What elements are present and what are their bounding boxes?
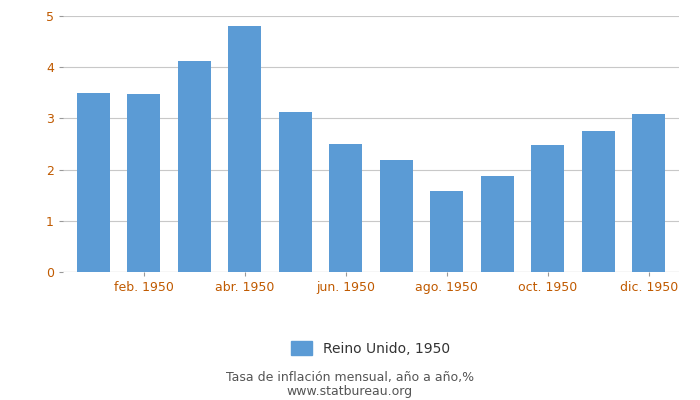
Legend: Reino Unido, 1950: Reino Unido, 1950 <box>286 335 456 361</box>
Bar <box>228 26 261 272</box>
Bar <box>582 131 615 272</box>
Bar <box>127 94 160 272</box>
Bar <box>632 114 665 272</box>
Bar <box>430 191 463 272</box>
Bar <box>531 145 564 272</box>
Bar <box>329 144 362 272</box>
Bar <box>178 61 211 272</box>
Text: Tasa de inflación mensual, año a año,%: Tasa de inflación mensual, año a año,% <box>226 372 474 384</box>
Bar <box>77 93 110 272</box>
Bar <box>279 112 312 272</box>
Text: www.statbureau.org: www.statbureau.org <box>287 385 413 398</box>
Bar <box>481 176 514 272</box>
Bar <box>380 160 413 272</box>
